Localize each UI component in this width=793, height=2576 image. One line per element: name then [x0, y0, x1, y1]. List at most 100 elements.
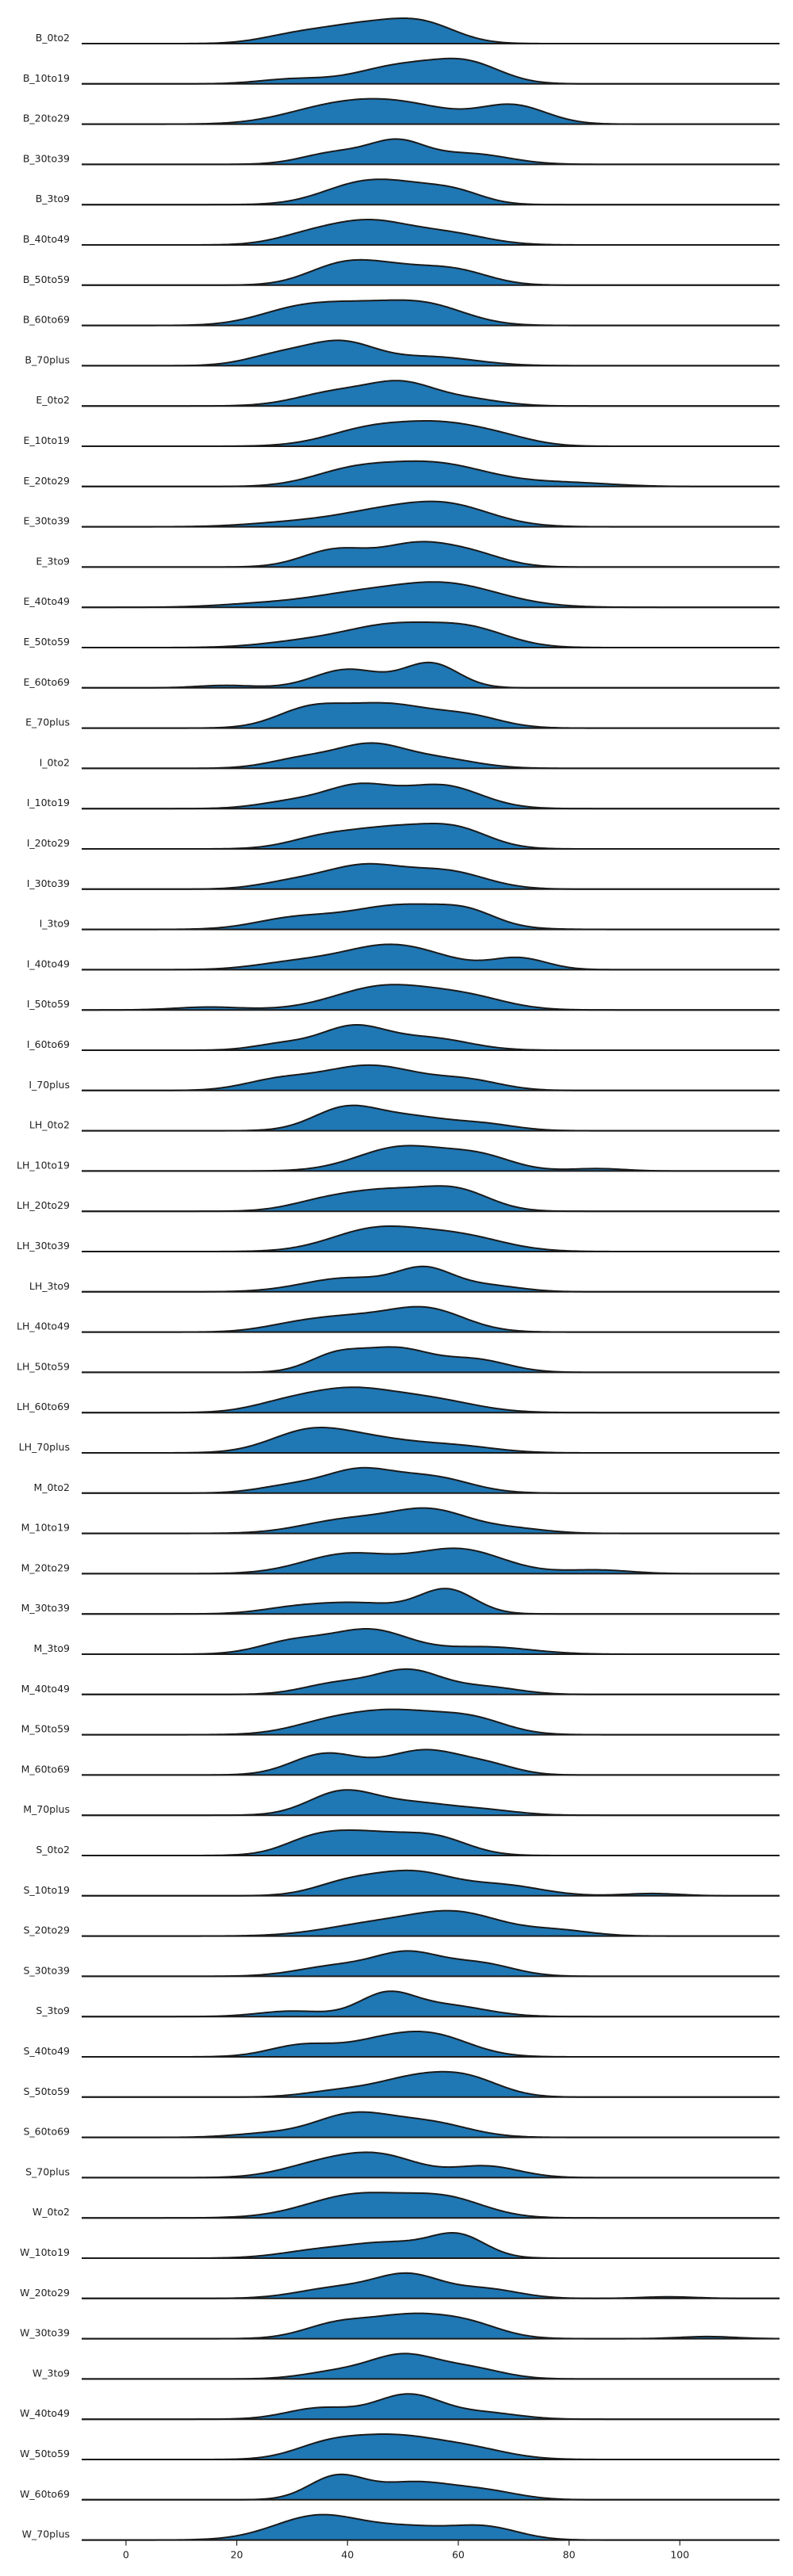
ridge-area — [82, 1226, 780, 1252]
ridge-area — [82, 2071, 780, 2097]
ridge-E_30to39: E_30to39 — [23, 500, 780, 528]
ridge-area — [82, 904, 780, 930]
ridge-LH_50to59: LH_50to59 — [17, 1346, 780, 1374]
ridge-E_10to19: E_10to19 — [23, 419, 780, 447]
ridge-B_0to2: B_0to2 — [36, 17, 780, 44]
ridge-M_3to9: M_3to9 — [34, 1627, 780, 1655]
ridge-label: W_50to59 — [20, 2448, 70, 2459]
ridge-area — [82, 1428, 780, 1453]
ridge-label: LH_50to59 — [17, 1360, 70, 1372]
ridge-area — [82, 984, 780, 1011]
ridge-S_0to2: S_0to2 — [36, 1829, 780, 1856]
ridge-W_60to69: W_60to69 — [20, 2473, 780, 2501]
ridge-label: B_20to29 — [23, 113, 70, 124]
ridge-area — [82, 2394, 780, 2420]
ridge-M_60to69: M_60to69 — [21, 1749, 780, 1776]
ridge-label: I_70plus — [29, 1079, 70, 1091]
ridge-label: LH_0to2 — [29, 1119, 70, 1131]
ridge-label: LH_60to69 — [17, 1401, 70, 1412]
ridge-I_30to39: I_30to39 — [27, 862, 780, 890]
ridge-E_70plus: E_70plus — [25, 701, 780, 729]
ridge-I_70plus: I_70plus — [29, 1064, 780, 1091]
ridge-label: S_40to49 — [23, 2045, 70, 2057]
ridge-LH_70plus: LH_70plus — [19, 1426, 780, 1454]
ridge-area — [82, 863, 780, 889]
ridge-label: E_30to39 — [23, 515, 70, 527]
ridge-area — [82, 1548, 780, 1574]
ridge-label: I_10to19 — [27, 797, 70, 808]
ridge-I_3to9: I_3to9 — [40, 903, 780, 931]
ridge-label: S_60to69 — [23, 2126, 70, 2138]
ridge-B_40to49: B_40to49 — [23, 218, 780, 246]
ridge-LH_60to69: LH_60to69 — [17, 1386, 780, 1414]
ridge-label: B_30to39 — [23, 152, 70, 164]
ridge-W_20to29: W_20to29 — [20, 2272, 780, 2299]
ridge-label: LH_30to39 — [17, 1240, 70, 1252]
ridge-area — [82, 380, 780, 407]
ridge-area — [82, 1064, 780, 1091]
ridge-label: W_20to29 — [20, 2287, 70, 2299]
ridge-area — [82, 1951, 780, 1977]
ridge-area — [82, 340, 780, 366]
ridge-label: E_20to29 — [23, 475, 70, 487]
ridge-label: B_70plus — [25, 354, 70, 365]
ridge-label: W_70plus — [22, 2528, 70, 2540]
ridge-area — [82, 2192, 780, 2219]
ridge-label: E_60to69 — [23, 676, 70, 688]
ridge-S_20to29: S_20to29 — [23, 1909, 780, 1937]
ridge-area — [82, 2313, 780, 2339]
ridge-B_10to19: B_10to19 — [23, 57, 780, 85]
ridge-area — [82, 1467, 780, 1493]
ridge-LH_20to29: LH_20to29 — [17, 1185, 780, 1213]
ridge-label: E_50to59 — [23, 636, 70, 648]
ridge-area — [82, 1709, 780, 1735]
x-tick-label: 80 — [563, 2549, 576, 2561]
ridge-label: I_40to49 — [27, 957, 70, 969]
ridge-label: S_10to19 — [23, 1884, 70, 1896]
ridge-area — [82, 1870, 780, 1896]
ridge-B_3to9: B_3to9 — [36, 178, 780, 206]
ridge-label: E_70plus — [25, 717, 70, 728]
ridge-area — [82, 702, 780, 728]
ridge-W_50to59: W_50to59 — [20, 2433, 780, 2460]
ridge-area — [82, 1347, 780, 1373]
ridge-label: M_0to2 — [34, 1481, 71, 1493]
ridge-area — [82, 501, 780, 527]
x-axis: 0 20 40 60 80 100 — [123, 2540, 689, 2561]
ridge-LH_10to19: LH_10to19 — [17, 1145, 780, 1172]
ridge-W_40to49: W_40to49 — [20, 2393, 780, 2421]
ridge-area — [82, 300, 780, 326]
ridge-label: W_40to49 — [20, 2407, 70, 2419]
x-tick-label: 100 — [670, 2549, 689, 2561]
ridge-label: M_30to39 — [21, 1602, 70, 1614]
ridge-B_20to29: B_20to29 — [23, 97, 780, 125]
ridge-area — [82, 783, 780, 809]
ridge-label: E_40to49 — [23, 595, 70, 607]
ridge-label: I_20to29 — [27, 837, 70, 849]
ridge-E_20to29: E_20to29 — [23, 460, 780, 487]
ridge-area — [82, 1668, 780, 1695]
ridge-label: I_0to2 — [40, 756, 70, 768]
ridge-S_10to19: S_10to19 — [23, 1869, 780, 1897]
ridge-area — [82, 824, 780, 849]
ridge-I_10to19: I_10to19 — [27, 782, 780, 810]
ridge-area — [82, 1145, 780, 1171]
ridge-area — [82, 1790, 780, 1816]
x-tick-label: 60 — [452, 2549, 465, 2561]
ridge-label: W_60to69 — [20, 2488, 70, 2500]
ridge-I_0to2: I_0to2 — [40, 742, 780, 770]
ridge-area — [82, 98, 780, 124]
ridge-label: M_40to49 — [21, 1683, 70, 1695]
ridge-label: M_3to9 — [34, 1642, 71, 1654]
ridge-E_0to2: E_0to2 — [36, 380, 780, 407]
ridge-area — [82, 582, 780, 608]
ridge-label: W_30to39 — [20, 2327, 70, 2339]
ridge-area — [82, 1306, 780, 1332]
ridge-M_40to49: M_40to49 — [21, 1668, 780, 1695]
ridge-M_30to39: M_30to39 — [21, 1588, 780, 1615]
ridge-area — [82, 421, 780, 446]
ridge-area — [82, 2031, 780, 2057]
ridge-LH_30to39: LH_30to39 — [17, 1225, 780, 1252]
ridge-area — [82, 2152, 780, 2178]
x-tick-label: 0 — [123, 2549, 129, 2561]
